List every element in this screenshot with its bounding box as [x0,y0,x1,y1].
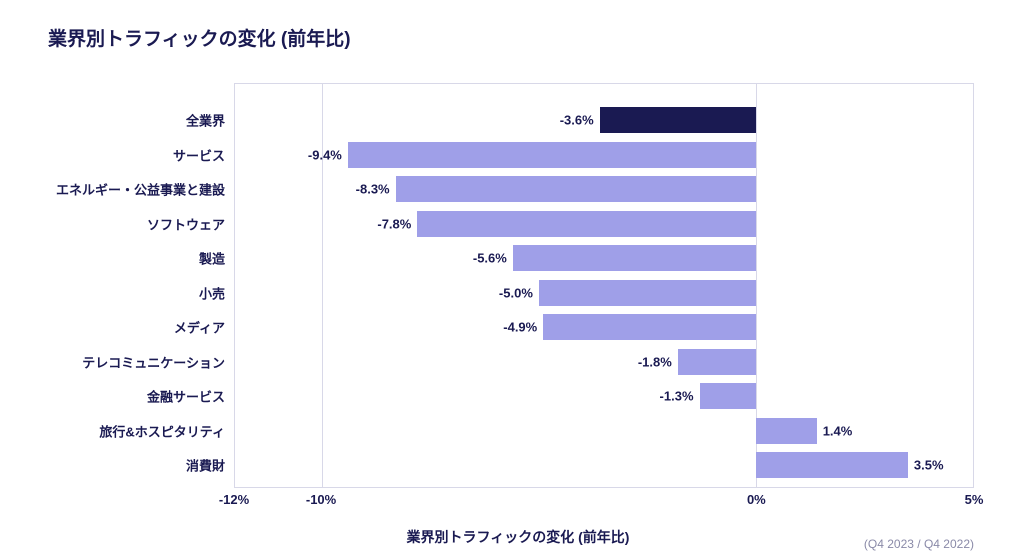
bar-value-label: -1.3% [660,389,700,404]
bar-value-label: -9.4% [308,147,348,162]
bar [396,176,756,202]
chart-title: 業界別トラフィックの変化 (前年比) [48,24,988,51]
x-tick-label: -10% [306,492,336,507]
x-axis-title: 業界別トラフィックの変化 (前年比) [48,527,988,547]
bar-value-label: 1.4% [817,423,853,438]
bar-value-label: -1.8% [638,354,678,369]
traffic-change-chart: 業界別トラフィックの変化 (前年比) 全業界-3.6%サービス-9.4%エネルギ… [48,24,988,547]
x-tick-label: 5% [965,492,984,507]
bar [756,452,908,478]
period-note: (Q4 2023 / Q4 2022) [864,537,974,551]
category-label: サービス [173,145,235,164]
bar-highlight [600,107,756,133]
category-label: 金融サービス [147,387,235,406]
bar [678,349,756,375]
bar-value-label: -5.6% [473,251,513,266]
plot-wrap: 全業界-3.6%サービス-9.4%エネルギー・公益事業と建設-8.3%ソフトウェ… [234,83,974,509]
category-label: 旅行&ホスピタリティ [99,421,235,440]
bar [539,280,756,306]
category-label: テレコミュニケーション [82,352,235,371]
bar-value-label: -5.0% [499,285,539,300]
bar [348,142,756,168]
category-label: エネルギー・公益事業と建設 [56,180,235,199]
bar [513,245,756,271]
plot-area: 全業界-3.6%サービス-9.4%エネルギー・公益事業と建設-8.3%ソフトウェ… [234,83,974,487]
vgrid [322,84,323,487]
bar [756,418,817,444]
bar-value-label: -3.6% [560,113,600,128]
bar [417,211,756,237]
x-tick-label: 0% [747,492,766,507]
category-label: 製造 [199,249,235,268]
category-label: 全業界 [186,111,235,130]
category-label: 小売 [199,283,235,302]
category-label: メディア [174,318,235,337]
category-label: 消費財 [186,456,235,475]
bar-value-label: -7.8% [377,216,417,231]
bar [700,383,756,409]
bar-value-label: 3.5% [908,458,944,473]
x-tick-label: -12% [219,492,249,507]
category-label: ソフトウェア [147,214,235,233]
bar-value-label: -4.9% [503,320,543,335]
x-axis: -12%-10%0%5% [234,487,974,509]
bar-value-label: -8.3% [356,182,396,197]
bar [543,314,756,340]
